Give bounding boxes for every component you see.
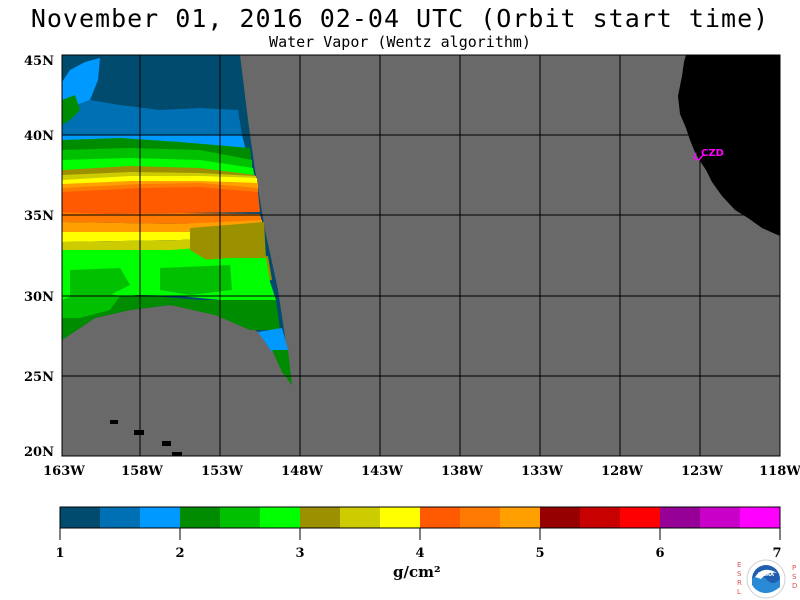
logo-left-letter: L bbox=[737, 588, 741, 596]
colorbar-swatch bbox=[660, 507, 701, 528]
logo-center-text: NOAA bbox=[758, 572, 774, 578]
colorbar-swatch bbox=[300, 507, 341, 528]
colorbar-swatch bbox=[580, 507, 621, 528]
hawaii-islands bbox=[110, 420, 182, 456]
colorbar-swatch bbox=[340, 507, 381, 528]
logo-left-letter: S bbox=[737, 570, 742, 578]
lon-label: 123W bbox=[681, 464, 723, 479]
lat-label: 40N bbox=[24, 129, 54, 144]
colorbar-tick-labels: 1 2 3 4 5 6 7 bbox=[55, 546, 781, 561]
colorbar-swatch bbox=[260, 507, 301, 528]
lat-label: 35N bbox=[24, 209, 54, 224]
land-mass bbox=[678, 55, 780, 236]
colorbar-tick-label: 5 bbox=[535, 546, 544, 561]
colorbar-tick-label: 4 bbox=[415, 546, 424, 561]
lat-label: 30N bbox=[24, 290, 54, 305]
colorbar-swatch bbox=[380, 507, 421, 528]
colorbar-swatch bbox=[540, 507, 581, 528]
station-marker: CZD bbox=[693, 148, 724, 161]
logo-left-letter: R bbox=[737, 579, 742, 587]
lon-label: 128W bbox=[601, 464, 643, 479]
lat-label: 20N bbox=[24, 445, 54, 460]
lon-label: 148W bbox=[281, 464, 323, 479]
colorbar-ticks bbox=[59, 528, 781, 540]
colorbar-swatch bbox=[220, 507, 261, 528]
map-subtitle: Water Vapor (Wentz algorithm) bbox=[269, 33, 531, 51]
colorbar-swatch bbox=[60, 507, 101, 528]
colorbar-swatch bbox=[180, 507, 221, 528]
colorbar-swatch bbox=[620, 507, 661, 528]
lat-label: 25N bbox=[24, 370, 54, 385]
colorbar-tick-label: 6 bbox=[655, 546, 664, 561]
longitude-labels: 163W 158W 153W 148W 143W 138W 133W 128W … bbox=[43, 464, 800, 479]
colorbar-swatch bbox=[740, 507, 781, 528]
latitude-labels: 45N 40N 35N 30N 25N 20N bbox=[24, 54, 54, 460]
colorbar-tick-label: 1 bbox=[55, 546, 64, 561]
lon-label: 153W bbox=[201, 464, 243, 479]
colorbar-unit: g/cm² bbox=[393, 563, 441, 581]
noaa-esrl-logo: E S R L P S D NOAA bbox=[737, 559, 797, 599]
colorbar-tick-label: 3 bbox=[295, 546, 304, 561]
lon-label: 158W bbox=[121, 464, 163, 479]
colorbar-tick-label: 2 bbox=[175, 546, 184, 561]
colorbar bbox=[60, 507, 781, 528]
colorbar-swatch bbox=[500, 507, 541, 528]
colorbar-swatch bbox=[140, 507, 181, 528]
lon-label: 138W bbox=[441, 464, 483, 479]
map-title: November 01, 2016 02-04 UTC (Orbit start… bbox=[30, 4, 770, 33]
colorbar-swatch bbox=[420, 507, 461, 528]
satellite-swath bbox=[62, 55, 292, 385]
station-label: CZD bbox=[701, 148, 724, 159]
logo-right-letter: S bbox=[792, 573, 797, 581]
lon-label: 118W bbox=[759, 464, 800, 479]
lon-label: 143W bbox=[361, 464, 403, 479]
colorbar-swatch bbox=[100, 507, 141, 528]
plot-frame bbox=[61, 54, 781, 457]
colorbar-tick-label: 7 bbox=[772, 546, 781, 561]
logo-left-letter: E bbox=[737, 561, 741, 569]
grid-lines bbox=[62, 55, 780, 456]
lon-label: 163W bbox=[43, 464, 85, 479]
lon-label: 133W bbox=[521, 464, 563, 479]
colorbar-swatch bbox=[460, 507, 501, 528]
logo-right-letter: P bbox=[792, 564, 796, 572]
colorbar-swatch bbox=[700, 507, 741, 528]
logo-right-letter: D bbox=[792, 582, 797, 590]
lat-label: 45N bbox=[24, 54, 54, 69]
